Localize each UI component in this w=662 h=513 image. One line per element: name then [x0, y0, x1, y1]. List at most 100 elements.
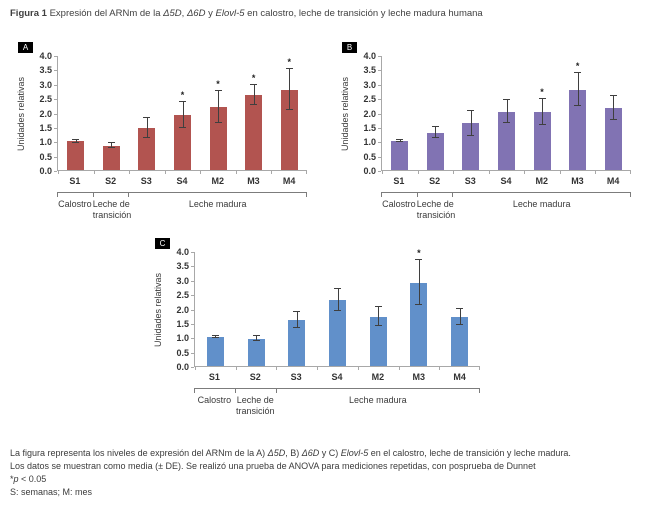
- significance-marker: *: [575, 60, 580, 71]
- x-tick-mark: [276, 367, 278, 370]
- y-tick-mark: [378, 127, 381, 129]
- x-tick-label: S3: [290, 372, 302, 382]
- error-bar-cap: [538, 123, 546, 125]
- bar-S3: [138, 128, 156, 170]
- error-bar-cap: [143, 137, 151, 139]
- significance-marker: *: [540, 87, 544, 97]
- group-label: Calostro: [381, 199, 417, 221]
- error-bar: [378, 307, 380, 326]
- y-tick-label: 1.5: [363, 122, 376, 133]
- group-label: Leche de transición: [93, 199, 132, 221]
- y-tick-mark: [378, 171, 381, 172]
- error-bar-cap: [143, 117, 151, 119]
- group-label-line: Calostro: [58, 199, 92, 209]
- bracket-segment: [128, 192, 307, 197]
- y-tick-label: 0.5: [39, 151, 52, 162]
- bracket-segment: [194, 388, 235, 393]
- error-bar-cap: [431, 137, 439, 139]
- y-tick-mark: [191, 280, 194, 282]
- bar-S1: [391, 141, 409, 170]
- error-bar-cap: [415, 259, 423, 261]
- x-tick-label: M4: [453, 372, 466, 382]
- x-tick-label: M2: [211, 176, 224, 186]
- x-tick-mark: [129, 171, 131, 174]
- error-bar-cap: [293, 311, 301, 313]
- bar-M3: [245, 95, 263, 170]
- error-bar: [289, 68, 291, 111]
- x-axis-labels: S1 S2 S3 S4 M2 M3 M4: [194, 367, 480, 383]
- y-tick-mark: [54, 142, 57, 144]
- x-axis-labels: S1 S2 S3 S4 M2 M3 M4: [381, 171, 631, 187]
- x-tick-label: S2: [429, 176, 441, 186]
- group-bracket: [381, 192, 631, 197]
- group-label: Calostro: [194, 395, 235, 417]
- y-tick-mark: [378, 156, 381, 158]
- y-tick-label: 0.5: [363, 151, 376, 162]
- bar-M4: [604, 108, 622, 170]
- group-label-line: Leche madura: [512, 199, 571, 209]
- x-tick-mark: [357, 367, 359, 370]
- p-symbol: p: [13, 474, 19, 484]
- error-bar: [470, 111, 472, 136]
- bar-S4: [174, 115, 191, 170]
- group-label: Leche de transición: [417, 199, 456, 221]
- group-label-line: transición: [236, 406, 275, 416]
- error-bar-cap: [252, 340, 260, 341]
- gene-d5d: Δ5D: [267, 448, 286, 458]
- bar-S2: [426, 132, 444, 170]
- error-bar-cap: [431, 125, 439, 127]
- x-tick-mark: [559, 171, 561, 174]
- x-tick-mark: [595, 171, 597, 174]
- y-tick-mark: [54, 56, 57, 57]
- error-bar-cap: [503, 99, 510, 101]
- y-tick-mark: [191, 323, 194, 325]
- group-label-line: Leche de: [236, 395, 274, 405]
- x-tick-mark: [271, 171, 273, 174]
- y-tick-label: 2.0: [363, 108, 376, 119]
- error-bar-cap: [252, 335, 260, 337]
- error-bar-cap: [107, 146, 115, 148]
- bar-S4: [329, 299, 346, 366]
- error-bar-cap: [250, 84, 258, 86]
- y-tick-label: 2.5: [176, 290, 189, 301]
- bar-M2: [209, 106, 227, 170]
- x-tick-mark: [200, 171, 202, 174]
- bar-M4: [280, 89, 298, 170]
- x-tick-mark: [439, 367, 441, 370]
- significance-marker: *: [417, 248, 421, 259]
- error-bar-cap: [609, 95, 617, 97]
- bracket-segment: [92, 192, 129, 197]
- x-tick-label: S1: [69, 176, 81, 186]
- bracket-segment: [57, 192, 93, 197]
- bar-S4: [498, 111, 515, 170]
- error-bar: [337, 289, 339, 311]
- bar-M2: [369, 316, 387, 366]
- y-tick-mark: [378, 113, 381, 115]
- group-label: Calostro: [57, 199, 93, 221]
- y-tick-mark: [54, 113, 57, 115]
- x-tick-mark: [317, 367, 319, 370]
- group-labels: Calostro Leche de transición Leche madura: [381, 199, 631, 221]
- bracket-segment: [275, 388, 480, 393]
- title-text: y: [205, 8, 216, 19]
- significance-marker: *: [216, 78, 220, 89]
- x-tick-label: S1: [208, 372, 220, 382]
- y-tick-mark: [378, 70, 381, 72]
- error-bar: [506, 100, 508, 124]
- error-bar: [111, 143, 113, 148]
- caption-text: La figura representa los niveles de expr…: [10, 448, 268, 458]
- y-tick-mark: [191, 338, 194, 340]
- x-tick-mark: [195, 367, 196, 370]
- bar-S2: [102, 145, 120, 170]
- group-label-line: Calostro: [197, 395, 232, 405]
- x-tick-mark: [630, 171, 631, 174]
- plot-area: * *: [378, 56, 631, 174]
- x-tick-label: M3: [247, 176, 260, 186]
- error-bar: [182, 102, 184, 129]
- y-tick-label: 2.0: [176, 304, 189, 315]
- error-bar-cap: [179, 101, 186, 103]
- significance-marker: *: [10, 474, 14, 484]
- error-bar-cap: [503, 122, 510, 124]
- caption-text: en el calostro, leche de transición y le…: [368, 448, 571, 458]
- y-axis-label: Unidades relativas: [153, 272, 163, 347]
